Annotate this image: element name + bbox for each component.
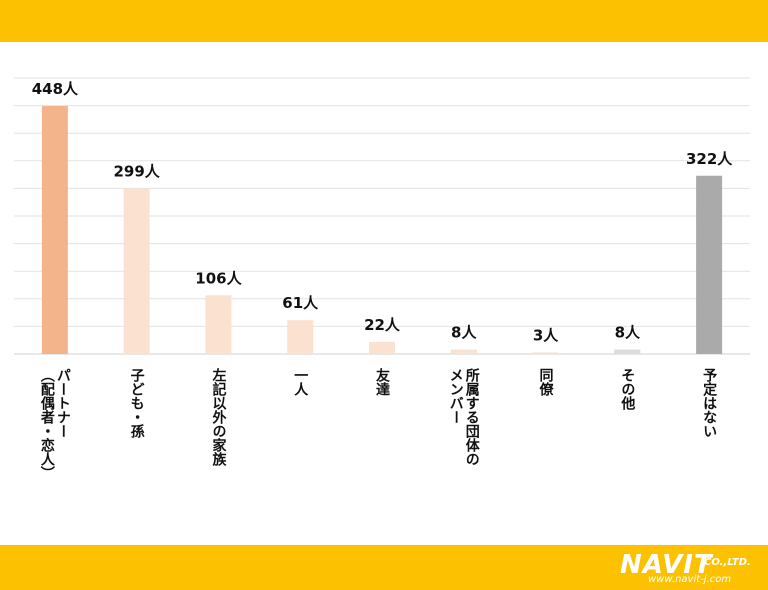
- value-label: 322人: [686, 150, 733, 168]
- bottom-band: [0, 545, 768, 590]
- bar-chart: 448人 299人 106人 61人 22人 8人 3人 8人 322人 パートナー（配偶者・恋…: [14, 77, 750, 480]
- value-label: 3人: [533, 326, 559, 344]
- category-label: 一人: [292, 368, 308, 396]
- category-label: 同僚: [538, 368, 555, 397]
- value-labels: 448人 299人 106人 61人 22人 8人 3人 8人 322人: [32, 80, 734, 344]
- category-label: 左記以外の家族: [210, 367, 227, 467]
- category-label: パートナー（配偶者・恋人）: [39, 368, 71, 480]
- bar: [696, 175, 723, 354]
- bar: [614, 349, 641, 354]
- bar: [287, 320, 314, 354]
- bars: [41, 106, 723, 354]
- category-label-line: 左記以外の家族: [210, 367, 227, 467]
- category-label-line: 同僚: [538, 368, 555, 397]
- category-label-line: その他: [619, 368, 636, 411]
- category-label-line: メンバー: [448, 368, 464, 424]
- category-label-line: （配偶者・恋人）: [39, 368, 56, 480]
- logo-suffix-text: CO.,LTD.: [704, 557, 751, 568]
- category-label: その他: [619, 368, 636, 411]
- bar: [369, 341, 395, 354]
- bar: [532, 352, 559, 354]
- logo-main-text: NAVIT: [620, 550, 713, 580]
- logo-url-text: www.navit-j.com: [648, 574, 732, 585]
- category-label: 友達: [374, 367, 390, 396]
- value-label: 8人: [451, 324, 477, 342]
- category-label-line: 一人: [292, 368, 308, 396]
- bar: [123, 188, 150, 354]
- category-label-line: 所属する団体の: [464, 367, 480, 466]
- value-label: 8人: [615, 324, 641, 342]
- bar: [450, 349, 477, 354]
- value-label: 106人: [195, 269, 242, 287]
- value-label: 448人: [32, 80, 79, 98]
- category-label: 子ども・孫: [129, 368, 145, 439]
- value-label: 299人: [114, 162, 161, 180]
- top-band: [0, 0, 768, 42]
- bar: [205, 295, 232, 354]
- bar: [41, 106, 68, 354]
- category-label-line: 予定はない: [701, 368, 717, 438]
- navit-logo: NAVIT CO.,LTD. www.navit-j.com: [620, 548, 760, 588]
- category-labels: パートナー（配偶者・恋人） 子ども・孫 左記以外の家族 一人 友達 所属する団体のメンバー…: [39, 367, 717, 480]
- category-label-line: 子ども・孫: [129, 368, 145, 439]
- category-label: 予定はない: [701, 368, 717, 438]
- category-label-line: パートナー: [55, 368, 71, 438]
- category-label-line: 友達: [374, 367, 390, 396]
- value-label: 22人: [364, 316, 401, 334]
- value-label: 61人: [282, 294, 319, 312]
